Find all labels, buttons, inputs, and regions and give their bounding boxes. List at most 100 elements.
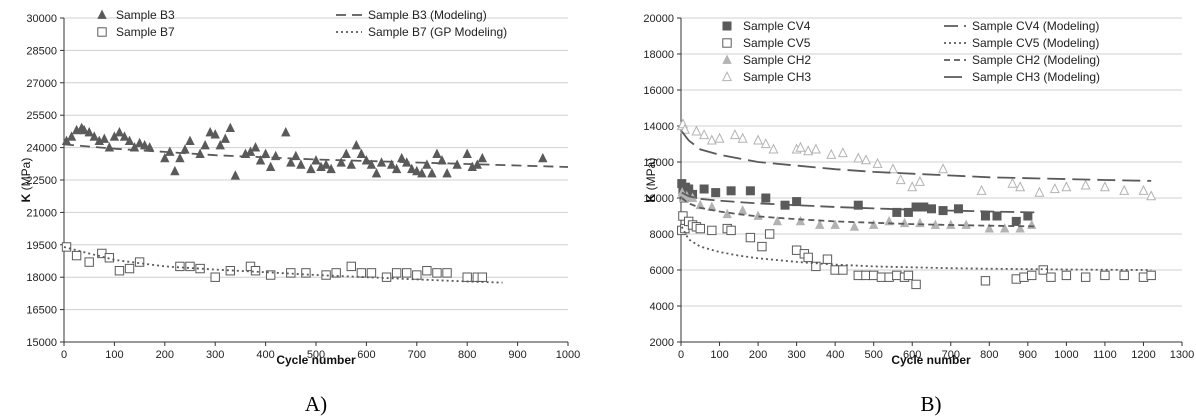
data-point	[417, 168, 427, 178]
data-point	[341, 148, 351, 158]
data-point	[331, 268, 341, 278]
data-point	[699, 129, 710, 140]
data-point	[79, 124, 89, 135]
data-point	[366, 268, 377, 278]
legend-entry: Sample B3 (Modeling)	[336, 8, 487, 22]
data-point	[1146, 270, 1156, 281]
x-tick-label: 1100	[1093, 349, 1117, 361]
y-tick-label: 22500	[26, 175, 57, 187]
data-point	[915, 217, 925, 228]
legend-label: Sample CH3 (Modeling)	[972, 70, 1100, 84]
data-point	[803, 145, 814, 156]
data-point	[134, 137, 145, 148]
x-tick-label: 900	[508, 349, 526, 361]
legend-entry: Sample CH3 (Modeling)	[944, 70, 1100, 84]
data-point	[1119, 184, 1130, 195]
data-point	[849, 221, 860, 231]
data-point	[926, 204, 936, 214]
legend-label: Sample CH2 (Modeling)	[972, 53, 1100, 67]
data-point	[432, 148, 442, 158]
series-sample-cv4	[677, 179, 1033, 226]
data-point	[795, 215, 806, 226]
data-point	[711, 188, 721, 198]
y-tick-label: 16500	[26, 305, 57, 317]
data-point	[838, 265, 848, 275]
data-point	[71, 250, 82, 261]
data-point	[853, 152, 864, 163]
data-point	[351, 139, 362, 150]
data-point	[225, 266, 236, 276]
data-point	[366, 159, 377, 169]
legend-label: Sample CV5 (Modeling)	[972, 36, 1099, 50]
data-point	[326, 163, 336, 174]
data-point	[757, 241, 767, 252]
data-point	[1100, 270, 1110, 281]
data-point	[768, 143, 779, 154]
data-point	[296, 159, 306, 169]
data-point	[795, 141, 806, 152]
data-point	[792, 197, 802, 207]
data-point	[412, 165, 422, 176]
series-sample-b3-modeling-	[63, 143, 569, 168]
data-point	[830, 265, 840, 275]
x-tick-label: 400	[826, 349, 844, 361]
legend-label: Sample CV4	[743, 19, 811, 33]
data-point	[1119, 270, 1129, 281]
data-point	[124, 263, 135, 274]
legend-entry: Sample CH2	[722, 53, 811, 67]
x-tick-label: 200	[749, 349, 767, 361]
x-axis-title: Cycle number	[276, 353, 356, 367]
legend-label: Sample B3 (Modeling)	[368, 8, 487, 22]
model-curve	[681, 197, 1036, 228]
data-point	[422, 159, 432, 169]
data-point	[210, 272, 220, 282]
y-tick-label: 4000	[650, 301, 674, 313]
series-sample-cv5	[677, 211, 1156, 290]
data-point	[1015, 181, 1026, 192]
data-point	[114, 266, 125, 276]
data-point	[391, 163, 402, 174]
y-tick-label: 20000	[643, 13, 674, 25]
data-point	[764, 229, 775, 239]
data-point	[911, 279, 921, 290]
data-point	[185, 261, 195, 272]
data-point	[1007, 177, 1018, 188]
data-point	[427, 168, 437, 178]
data-point	[422, 266, 432, 276]
data-point	[830, 219, 840, 229]
x-tick-label: 300	[787, 349, 805, 361]
data-point	[737, 132, 748, 143]
x-tick-label: 500	[307, 349, 325, 361]
data-point	[1049, 183, 1060, 194]
data-point	[753, 210, 763, 220]
data-point	[170, 165, 180, 176]
data-point	[477, 152, 488, 163]
data-point	[356, 268, 367, 278]
legend-entry: Sample CV5	[722, 36, 811, 50]
data-point	[1061, 181, 1072, 192]
x-tick-label: 800	[980, 349, 998, 361]
data-point	[205, 127, 215, 137]
data-point	[992, 211, 1002, 221]
data-point	[892, 270, 902, 281]
x-tick-label: 700	[408, 349, 426, 361]
data-point	[695, 223, 705, 234]
data-point	[753, 134, 764, 145]
data-point	[1027, 270, 1037, 281]
data-point	[884, 272, 894, 282]
y-tick-label: 6000	[650, 265, 674, 277]
data-point	[1099, 181, 1110, 192]
data-point	[391, 268, 402, 278]
data-point	[265, 270, 276, 280]
data-point	[160, 152, 170, 163]
data-point	[869, 219, 879, 229]
data-point	[407, 163, 417, 174]
data-point	[119, 131, 130, 141]
model-curve	[63, 143, 569, 168]
x-tick-label: 100	[105, 349, 123, 361]
legend-entry: Sample B3	[97, 8, 175, 22]
data-point	[899, 217, 910, 228]
data-point	[707, 225, 717, 236]
data-point	[462, 272, 472, 282]
